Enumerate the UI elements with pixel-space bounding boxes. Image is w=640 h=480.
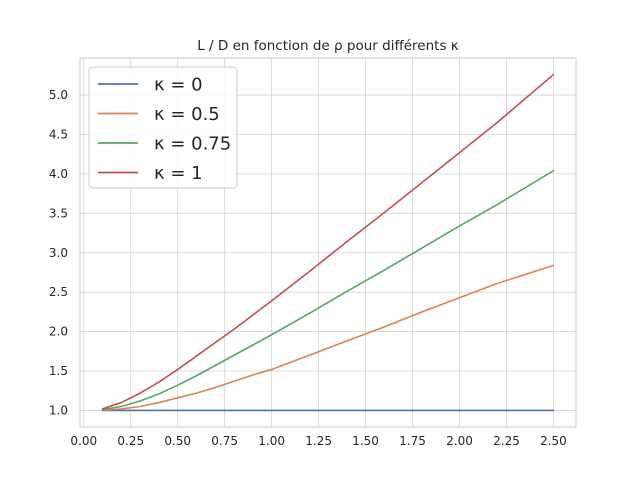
x-tick-label: 1.00 <box>258 434 285 448</box>
legend-entry-label: κ = 0.75 <box>154 134 231 155</box>
x-tick-label: 0.50 <box>164 434 191 448</box>
y-axis-ticks: 1.0 1.5 2.0 2.5 3.0 3.5 4.0 4.5 5.0 <box>49 88 68 417</box>
x-tick-label: 0.25 <box>117 434 144 448</box>
series-line-3 <box>101 73 555 410</box>
y-tick-label: 5.0 <box>49 88 68 102</box>
chart-title: L / D en fonction de ρ pour différents κ <box>197 38 459 54</box>
y-tick-label: 4.5 <box>49 127 68 141</box>
x-tick-label: 2.25 <box>493 434 520 448</box>
y-tick-label: 4.0 <box>49 167 68 181</box>
x-tick-label: 0.75 <box>211 434 238 448</box>
series-line-2 <box>101 169 555 411</box>
series-lines <box>101 73 555 412</box>
x-tick-label: 0.00 <box>70 434 97 448</box>
x-tick-label: 2.50 <box>540 434 567 448</box>
x-axis-ticks: 0.00 0.25 0.50 0.75 1.00 1.25 1.50 1.75 2.00 2.25… <box>70 434 566 448</box>
y-tick-label: 2.5 <box>49 285 68 299</box>
x-tick-label: 1.75 <box>399 434 426 448</box>
y-tick-label: 1.0 <box>49 403 68 417</box>
y-tick-label: 3.0 <box>49 246 68 260</box>
y-tick-label: 3.5 <box>49 206 68 220</box>
y-tick-label: 2.0 <box>49 325 68 339</box>
x-tick-label: 1.50 <box>352 434 379 448</box>
series-line-1 <box>101 264 555 412</box>
x-tick-label: 2.00 <box>446 434 473 448</box>
plot-frame <box>79 57 577 428</box>
legend: κ = 0 κ = 0.5 κ = 0.75 κ = 1 <box>88 66 238 189</box>
x-tick-label: 1.25 <box>305 434 332 448</box>
legend-entry-label: κ = 0.5 <box>154 104 220 125</box>
legend-entry-label: κ = 1 <box>154 163 203 184</box>
legend-box <box>88 66 238 189</box>
legend-entry-label: κ = 0 <box>154 75 203 96</box>
y-tick-label: 1.5 <box>49 364 68 378</box>
